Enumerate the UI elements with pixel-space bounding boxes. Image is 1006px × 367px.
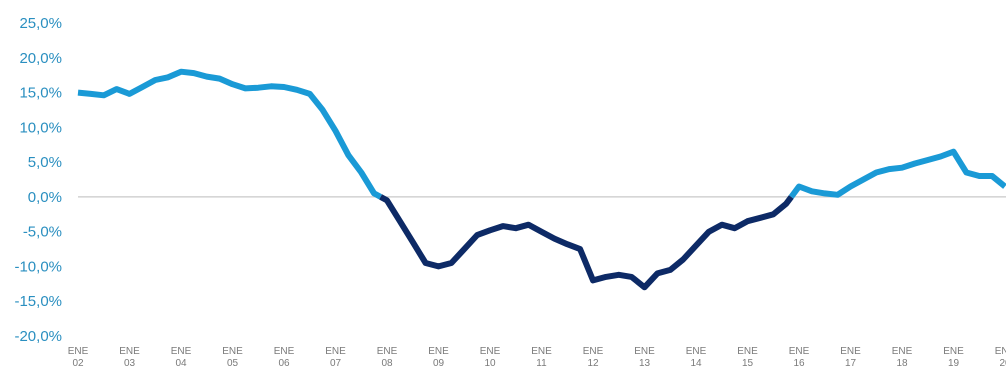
y-tick-label: -5,0% [23,224,62,241]
y-axis-ticks: 25,0% 20,0% 15,0% 10,0% 5,0% 0,0% -5,0% -10,0% -… [14,15,62,345]
x-tick-month: ENE [531,346,552,357]
x-tick-year: 09 [433,358,445,367]
x-tick-year: 13 [639,358,651,367]
x-tick-year: 18 [896,358,908,367]
y-tick-label: -15,0% [14,293,62,310]
x-tick-month: ENE [583,346,604,357]
y-tick-label: 5,0% [28,154,62,171]
x-tick-year: 11 [536,358,547,367]
series-line-segments [77,68,1006,291]
x-tick-month: ENE [119,346,140,357]
x-tick-year: 10 [484,358,496,367]
y-tick-label: 25,0% [19,15,62,32]
x-tick-year: 03 [124,358,136,367]
x-tick-year: 14 [690,358,702,367]
y-tick-label: 10,0% [19,119,62,136]
x-tick-month: ENE [840,346,861,357]
x-tick-month: ENE [325,346,346,357]
series-line-negative [379,194,794,291]
y-tick-label: 20,0% [19,50,62,67]
x-tick-month: ENE [892,346,913,357]
series-line-positive [788,148,1006,199]
x-tick-year: 05 [227,358,239,367]
x-tick-year: 07 [330,358,342,367]
x-tick-year: 20 [999,358,1006,367]
x-tick-year: 17 [845,358,857,367]
x-tick-year: 08 [381,358,393,367]
x-tick-month: ENE [171,346,192,357]
x-tick-year: 16 [793,358,805,367]
x-tick-month: ENE [222,346,243,357]
x-tick-year: 02 [72,358,84,367]
x-tick-year: 06 [278,358,290,367]
x-tick-year: 19 [948,358,960,367]
y-tick-label: -10,0% [14,258,62,275]
x-axis-ticks: ENE02ENE03ENE04ENE05ENE06ENE07ENE08ENE09… [68,346,1006,367]
x-tick-month: ENE [943,346,964,357]
x-tick-year: 12 [587,358,599,367]
x-tick-month: ENE [634,346,655,357]
y-tick-label: -20,0% [14,328,62,345]
x-tick-month: ENE [995,346,1006,357]
x-tick-year: 15 [742,358,754,367]
x-tick-month: ENE [686,346,707,357]
x-tick-month: ENE [428,346,449,357]
series-line-positive [77,68,383,200]
x-tick-month: ENE [377,346,398,357]
x-tick-month: ENE [274,346,295,357]
x-tick-month: ENE [789,346,810,357]
x-tick-month: ENE [480,346,501,357]
x-tick-month: ENE [68,346,89,357]
y-tick-label: 15,0% [19,85,62,102]
y-tick-label: 0,0% [28,189,62,206]
x-tick-year: 04 [175,358,187,367]
x-tick-month: ENE [737,346,758,357]
